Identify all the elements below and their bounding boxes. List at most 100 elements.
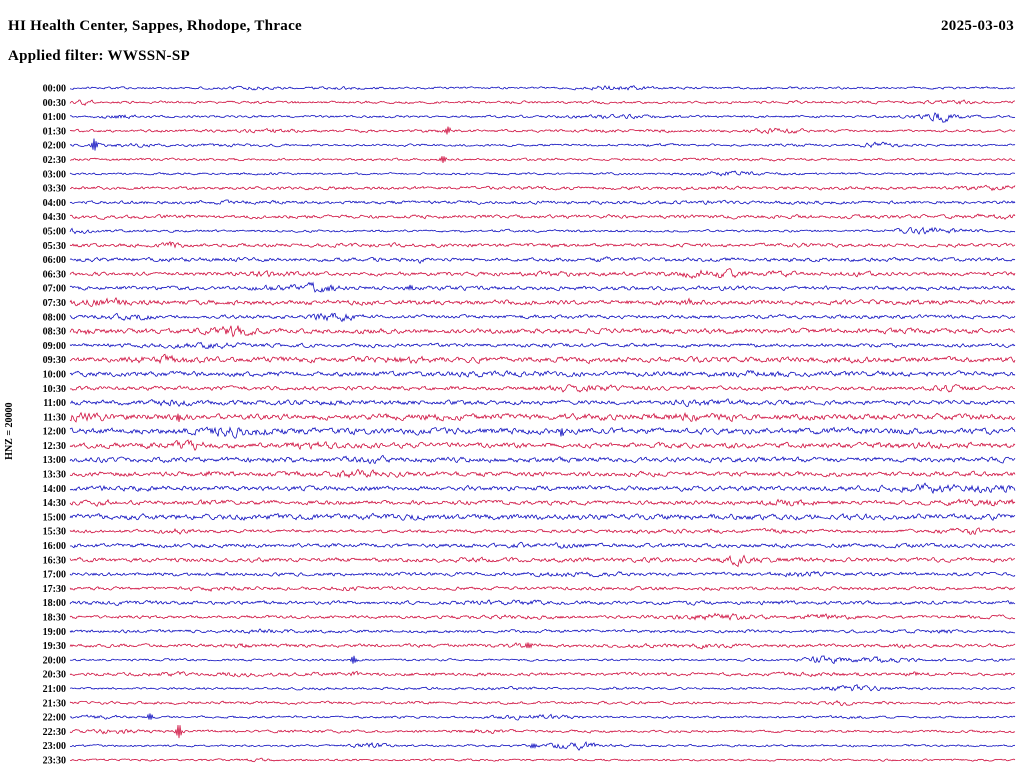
time-label-1630: 16:30	[43, 555, 66, 566]
trace-row-0000	[69, 85, 1016, 91]
time-label-2300: 23:00	[43, 741, 66, 752]
time-label-1530: 15:30	[43, 527, 66, 538]
trace-row-0700	[69, 281, 1016, 293]
time-label-0830: 08:30	[43, 327, 66, 338]
trace-row-2000	[69, 655, 1016, 665]
trace-row-1530	[69, 527, 1016, 536]
time-label-1700: 17:00	[43, 570, 66, 581]
trace-row-1930	[69, 642, 1016, 650]
time-label-0400: 04:00	[43, 198, 66, 209]
trace-row-0800	[69, 312, 1016, 323]
trace-row-2300	[69, 741, 1016, 751]
time-label-1730: 17:30	[43, 584, 66, 595]
trace-row-2200	[69, 713, 1016, 721]
time-label-2130: 21:30	[43, 698, 66, 709]
trace-row-0430	[69, 213, 1016, 220]
trace-row-1030	[69, 384, 1016, 393]
time-label-2200: 22:00	[43, 713, 66, 724]
time-label-1300: 13:00	[43, 455, 66, 466]
time-label-0100: 01:00	[43, 112, 66, 123]
trace-row-1330	[69, 468, 1016, 479]
trace-row-0130	[69, 126, 1016, 135]
time-label-1200: 12:00	[43, 427, 66, 438]
time-label-1400: 14:00	[43, 484, 66, 495]
time-label-0200: 02:00	[43, 141, 66, 152]
trace-row-0630	[69, 268, 1016, 280]
trace-row-1830	[69, 612, 1016, 621]
time-label-0430: 04:30	[43, 212, 66, 223]
time-label-0630: 06:30	[43, 269, 66, 280]
filter-label: Applied filter: WWSSN-SP	[8, 48, 190, 64]
trace-row-1300	[69, 454, 1016, 465]
trace-row-1130	[69, 411, 1016, 423]
time-label-1000: 10:00	[43, 370, 66, 381]
trace-row-0600	[69, 256, 1016, 264]
trace-row-0100	[69, 112, 1016, 123]
trace-row-0930	[69, 353, 1016, 365]
trace-row-1000	[69, 369, 1016, 378]
trace-row-2230	[69, 724, 1016, 739]
trace-row-2030	[69, 670, 1016, 678]
time-label-0330: 03:30	[43, 184, 66, 195]
time-label-0530: 05:30	[43, 241, 66, 252]
time-label-1230: 12:30	[43, 441, 66, 452]
trace-row-2130	[69, 699, 1016, 707]
channel-axis-label: HNZ = 20000	[4, 402, 15, 459]
time-label-0730: 07:30	[43, 298, 66, 309]
trace-row-0500	[69, 226, 1016, 235]
header: HI Health Center, Sappes, Rhodope, Thrac…	[8, 18, 1014, 35]
trace-row-0730	[69, 296, 1016, 307]
time-label-1900: 19:00	[43, 627, 66, 638]
trace-row-0230	[69, 156, 1016, 163]
trace-row-1400	[69, 482, 1016, 495]
time-label-0600: 06:00	[43, 255, 66, 266]
trace-row-1630	[69, 554, 1015, 568]
date-label: 2025-03-03	[941, 18, 1014, 34]
time-label-0900: 09:00	[43, 341, 66, 352]
trace-row-0400	[69, 199, 1016, 205]
time-label-1330: 13:30	[43, 470, 66, 481]
trace-row-0030	[69, 99, 1015, 107]
time-label-2000: 20:00	[43, 655, 66, 666]
time-label-0800: 08:00	[43, 312, 66, 323]
time-label-0000: 00:00	[43, 84, 66, 95]
trace-row-0900	[69, 341, 1016, 350]
trace-row-1600	[69, 541, 1016, 549]
trace-row-1500	[69, 512, 1016, 521]
time-label-0130: 01:30	[43, 126, 66, 137]
time-label-1030: 10:30	[43, 384, 66, 395]
trace-row-0300	[69, 170, 1015, 177]
trace-row-0330	[69, 184, 1016, 192]
time-label-1930: 19:30	[43, 641, 66, 652]
seismogram-plot: HNZ = 20000 00:00 00:30 01:00 01:30 02:00 02:3…	[4, 84, 1016, 767]
trace-row-2330	[69, 757, 1016, 763]
trace-row-1230	[69, 439, 1016, 451]
time-label-1800: 18:00	[43, 598, 66, 609]
time-label-0500: 05:00	[43, 227, 66, 238]
trace-row-1700	[69, 570, 1016, 578]
time-label-1830: 18:30	[43, 613, 66, 624]
time-label-2100: 21:00	[43, 684, 66, 695]
time-label-2230: 22:30	[43, 727, 66, 738]
time-label-0930: 09:30	[43, 355, 66, 366]
trace-row-1730	[69, 585, 1016, 592]
time-label-2330: 23:30	[43, 756, 66, 767]
time-label-0700: 07:00	[43, 284, 66, 295]
time-label-0230: 02:30	[43, 155, 66, 166]
time-label-0030: 00:30	[43, 98, 66, 109]
trace-row-1430	[69, 498, 1016, 507]
time-label-1500: 15:00	[43, 512, 66, 523]
time-label-1100: 11:00	[43, 398, 66, 409]
time-label-2030: 20:30	[43, 670, 66, 681]
trace-row-1200	[69, 426, 1016, 439]
time-label-0300: 03:00	[43, 169, 66, 180]
trace-row-0530	[69, 241, 1016, 249]
trace-row-0200	[69, 138, 1016, 151]
time-label-1600: 16:00	[43, 541, 66, 552]
station-title: HI Health Center, Sappes, Rhodope, Thrac…	[8, 18, 302, 34]
trace-row-1100	[70, 398, 1016, 408]
time-label-1130: 11:30	[43, 412, 66, 423]
trace-row-2100	[69, 683, 1016, 692]
trace-row-0830	[69, 325, 1016, 338]
